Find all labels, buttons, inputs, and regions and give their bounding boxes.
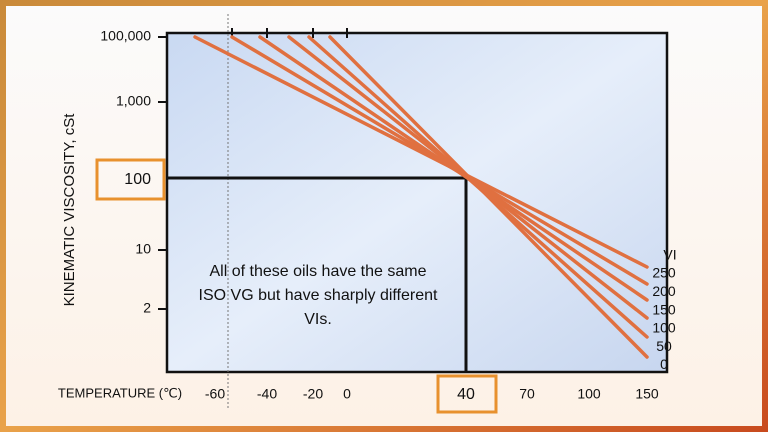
x-axis-title: TEMPERATURE (℃) xyxy=(58,385,182,400)
y-tick-label: 2 xyxy=(143,300,151,316)
x-tick-label: -20 xyxy=(303,386,323,402)
annotation-line: ISO VG but have sharply different xyxy=(199,287,439,304)
annotation-line: All of these oils have the same xyxy=(209,263,426,280)
x-tick-label: 0 xyxy=(343,386,351,402)
annotation-line: VIs. xyxy=(304,311,332,328)
vi-lines xyxy=(193,35,649,359)
vi-label: 0 xyxy=(660,356,668,372)
plot-area xyxy=(165,31,669,374)
x-tick-label: 70 xyxy=(519,386,535,402)
vi-label: 200 xyxy=(652,283,676,299)
x-tick-label: 150 xyxy=(635,386,659,402)
y-tick-label: 100 xyxy=(124,171,151,188)
highlight-box xyxy=(95,158,166,201)
x-tick-label: 100 xyxy=(577,386,601,402)
axis-ticks xyxy=(158,28,348,310)
x-tick-label: 40 xyxy=(457,386,475,403)
vi-label: 50 xyxy=(656,338,672,354)
vi-label: 150 xyxy=(652,301,676,317)
x-tick-label: -60 xyxy=(205,386,225,402)
y-axis-title: KINEMATIC VISCOSITY, cSt xyxy=(61,113,78,307)
y-tick-label: 1,000 xyxy=(116,93,151,109)
y-tick-label: 100,000 xyxy=(100,28,151,44)
highlight-box xyxy=(436,374,498,414)
vi-label: 100 xyxy=(652,320,676,336)
vi-label: 250 xyxy=(652,265,676,281)
vi-title: VI xyxy=(663,247,676,263)
labels: 100,000 1,000 100 10 2 -60 -40 -20 0 40 70 100 150 Al… xyxy=(100,28,676,404)
x-tick-label: -40 xyxy=(257,386,277,402)
y-tick-label: 10 xyxy=(135,241,151,257)
